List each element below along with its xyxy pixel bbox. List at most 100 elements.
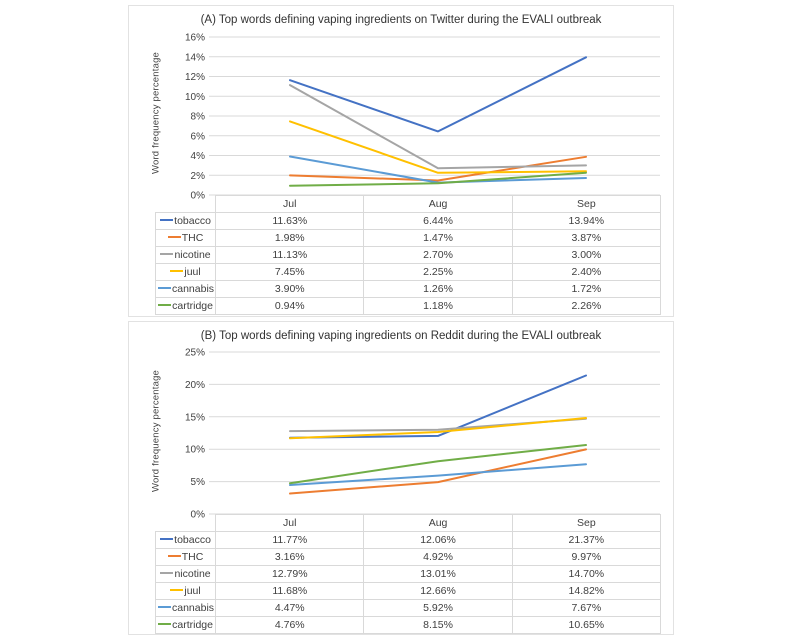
legend-cell: juul bbox=[154, 582, 217, 600]
legend-cell: tobacco bbox=[154, 212, 217, 230]
table-row: THC 1.98% 1.47% 3.87% bbox=[154, 229, 662, 247]
series-label: cannabis bbox=[172, 283, 215, 295]
series-label: THC bbox=[181, 551, 204, 563]
series-line-cartridge bbox=[289, 171, 587, 187]
series-line-THC bbox=[289, 155, 587, 182]
value-cell: 9.97% bbox=[511, 548, 662, 566]
table-row: juul 7.45% 2.25% 2.40% bbox=[154, 263, 662, 281]
legend-cell: nicotine bbox=[154, 246, 217, 264]
legend-line-icon bbox=[160, 218, 174, 222]
legend-cell: juul bbox=[154, 263, 217, 281]
series-label: nicotine bbox=[174, 249, 211, 261]
value-cell: 21.37% bbox=[511, 531, 662, 549]
series-label: juul bbox=[184, 266, 201, 278]
column-header: Sep bbox=[511, 514, 662, 532]
series-line-cannabis bbox=[289, 155, 587, 184]
legend-cell: tobacco bbox=[154, 531, 217, 549]
value-cell: 11.13% bbox=[215, 246, 365, 264]
value-cell: 1.26% bbox=[363, 280, 513, 298]
value-cell: 2.70% bbox=[363, 246, 513, 264]
value-cell: 1.98% bbox=[215, 229, 365, 247]
value-cell: 3.00% bbox=[511, 246, 662, 264]
y-tick-label: 14% bbox=[185, 52, 205, 63]
y-tick-label: 12% bbox=[185, 72, 205, 83]
series-label: THC bbox=[181, 232, 204, 244]
value-cell: 4.92% bbox=[363, 548, 513, 566]
y-tick-label: 4% bbox=[191, 151, 206, 162]
table-row: nicotine 11.13% 2.70% 3.00% bbox=[154, 246, 662, 264]
y-tick-label: 10% bbox=[185, 445, 205, 456]
table-row: tobacco 11.77% 12.06% 21.37% bbox=[154, 531, 662, 549]
column-header: Jul bbox=[215, 514, 365, 532]
y-axis-title: Word frequency percentage bbox=[150, 51, 162, 175]
series-line-juul bbox=[289, 120, 587, 174]
legend-line-icon bbox=[170, 588, 184, 592]
table-row: THC 3.16% 4.92% 9.97% bbox=[154, 548, 662, 566]
legend-line-icon bbox=[158, 303, 172, 307]
series-line-THC bbox=[289, 448, 587, 495]
plot-area: Word frequency percentage 25% 20% 15% 10% 5%… bbox=[129, 347, 673, 521]
value-cell: 3.90% bbox=[215, 280, 365, 298]
plot-area: Word frequency percentage 16% 14% 12% 10% 8%… bbox=[129, 31, 673, 202]
series-label: nicotine bbox=[174, 568, 211, 580]
value-cell: 7.45% bbox=[215, 263, 365, 281]
series-line-nicotine bbox=[289, 417, 587, 433]
value-cell: 10.65% bbox=[511, 616, 662, 634]
legend-line-icon bbox=[160, 537, 174, 541]
y-tick-label: 0% bbox=[191, 191, 206, 202]
table-row: cannabis 3.90% 1.26% 1.72% bbox=[154, 280, 662, 298]
column-header: Sep bbox=[511, 195, 662, 213]
legend-cell: THC bbox=[154, 229, 217, 247]
series-label: cannabis bbox=[172, 602, 215, 614]
value-cell: 11.68% bbox=[215, 582, 365, 600]
value-cell: 13.94% bbox=[511, 212, 662, 230]
legend-cell: cannabis bbox=[154, 599, 217, 617]
legend-line-icon bbox=[167, 554, 181, 558]
chart-block-twitter: (A) Top words defining vaping ingredient… bbox=[128, 5, 674, 317]
line-chart: 16% 14% 12% 10% 8% 6% 4% 2% 0% bbox=[185, 33, 660, 202]
data-table: Jul Aug Sep tobacco 11.63% 6.44% 13.94% THC 1.98… bbox=[154, 195, 662, 315]
series-line-tobacco bbox=[289, 56, 587, 133]
legend-cell: cartridge bbox=[154, 616, 217, 634]
figure-panel: (A) Top words defining vaping ingredient… bbox=[128, 5, 674, 635]
y-tick-label: 20% bbox=[185, 380, 205, 391]
value-cell: 1.47% bbox=[363, 229, 513, 247]
y-tick-label: 16% bbox=[185, 33, 205, 44]
data-table: Jul Aug Sep tobacco 11.77% 12.06% 21.37% THC 3.1… bbox=[154, 514, 662, 634]
chart-block-reddit: (B) Top words defining vaping ingredient… bbox=[128, 321, 674, 635]
column-header: Aug bbox=[363, 195, 513, 213]
value-cell: 0.94% bbox=[215, 297, 365, 315]
series-label: tobacco bbox=[174, 215, 211, 227]
legend-line-icon bbox=[158, 286, 171, 290]
value-cell: 13.01% bbox=[363, 565, 513, 583]
y-tick-label: 0% bbox=[191, 510, 206, 521]
column-header: Jul bbox=[215, 195, 365, 213]
series-label: juul bbox=[184, 585, 201, 597]
value-cell: 14.70% bbox=[511, 565, 662, 583]
value-cell: 2.40% bbox=[511, 263, 662, 281]
legend-cell: nicotine bbox=[154, 565, 217, 583]
table-row: cannabis 4.47% 5.92% 7.67% bbox=[154, 599, 662, 617]
table-corner-cell bbox=[156, 515, 216, 532]
value-cell: 2.25% bbox=[363, 263, 513, 281]
value-cell: 1.72% bbox=[511, 280, 662, 298]
chart-title: (B) Top words defining vaping ingredient… bbox=[200, 330, 602, 342]
value-cell: 6.44% bbox=[363, 212, 513, 230]
table-row: cartridge 0.94% 1.18% 2.26% bbox=[154, 297, 662, 315]
y-tick-label: 15% bbox=[185, 412, 205, 423]
y-tick-label: 2% bbox=[191, 171, 206, 182]
value-cell: 3.16% bbox=[215, 548, 365, 566]
series-line-cartridge bbox=[289, 444, 587, 485]
value-cell: 12.66% bbox=[363, 582, 513, 600]
legend-line-icon bbox=[167, 235, 181, 239]
series-label: cartridge bbox=[172, 300, 213, 312]
series-line-cannabis bbox=[289, 463, 587, 486]
value-cell: 4.76% bbox=[215, 616, 365, 634]
legend-cell: cartridge bbox=[154, 297, 217, 315]
table-row: nicotine 12.79% 13.01% 14.70% bbox=[154, 565, 662, 583]
series-line-juul bbox=[289, 417, 587, 440]
table-row: cartridge 4.76% 8.15% 10.65% bbox=[154, 616, 662, 634]
value-cell: 8.15% bbox=[363, 616, 513, 634]
value-cell: 7.67% bbox=[511, 599, 662, 617]
value-cell: 2.26% bbox=[511, 297, 662, 315]
